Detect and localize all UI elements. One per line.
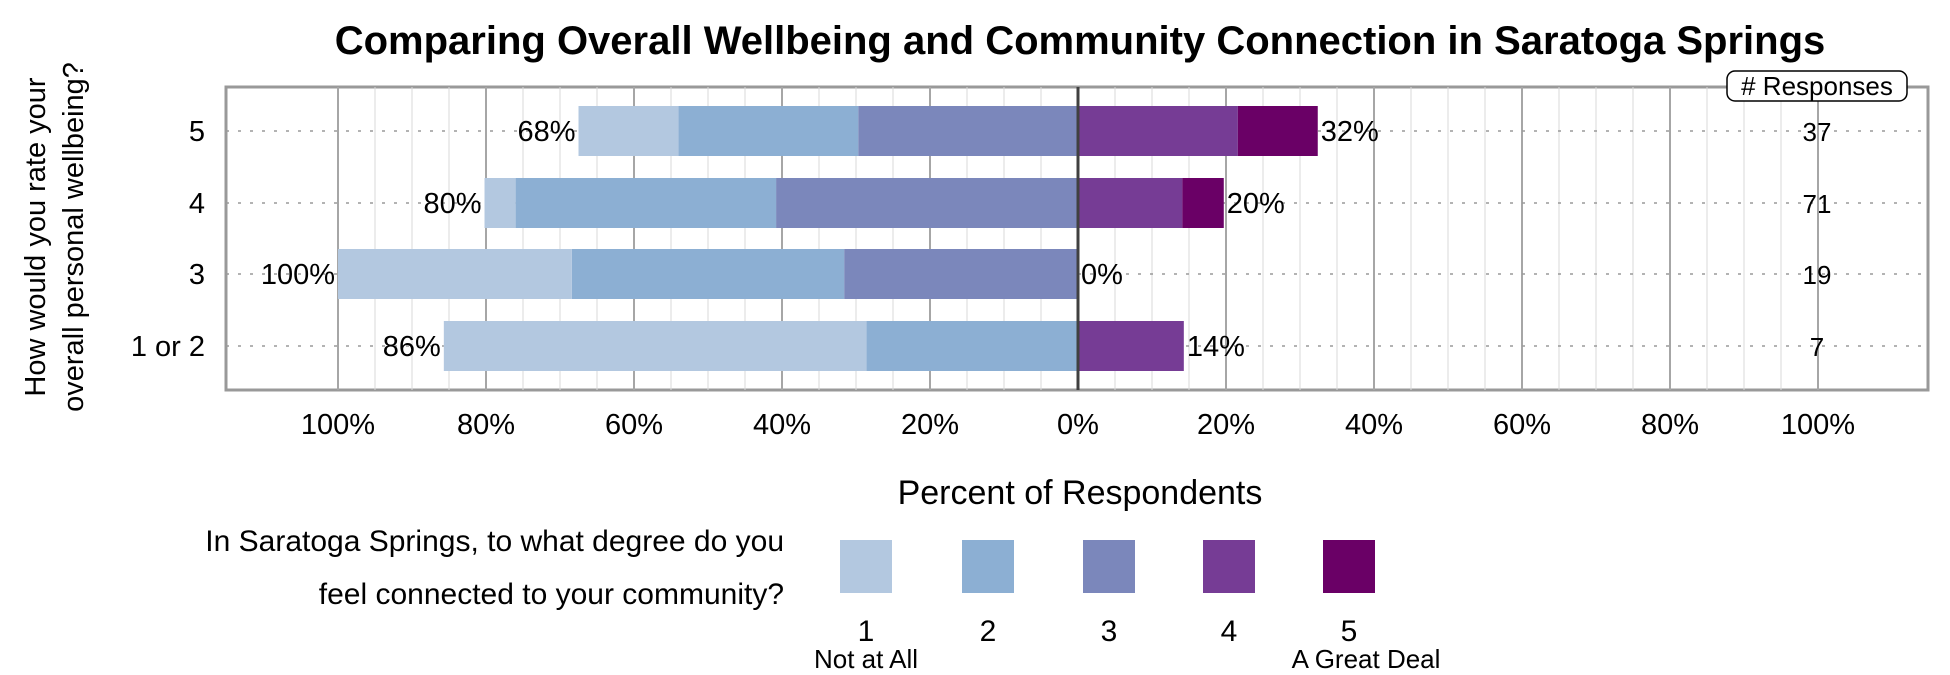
bar-segment-5: [1182, 178, 1224, 228]
x-tick-label: 20%: [901, 409, 959, 441]
bar-segment-1: [484, 178, 516, 228]
x-tick-label: 40%: [753, 409, 811, 441]
right-total-label: 0%: [1081, 259, 1123, 291]
legend-swatch-1: [840, 540, 892, 593]
bar-segment-1: [338, 249, 572, 299]
bar-segment-2: [678, 106, 859, 156]
bar-segment-5: [1237, 106, 1318, 156]
legend-label: 1: [858, 615, 875, 648]
bars: [338, 87, 1318, 390]
bar-segment-1: [443, 321, 867, 371]
responses-header: # Responses: [1741, 71, 1893, 101]
y-axis-label-line-2: overall personal wellbeing?: [58, 62, 90, 412]
responses-header-box: [1726, 70, 1908, 102]
legend-swatch-3: [1083, 540, 1135, 593]
category-label: 4: [189, 188, 205, 220]
x-tick-label: 100%: [1781, 409, 1855, 441]
response-count: 19: [1803, 260, 1832, 290]
legend-title-line-1: In Saratoga Springs, to what degree do y…: [205, 525, 784, 558]
legend-label: 4: [1221, 615, 1238, 648]
left-total-label: 68%: [517, 116, 575, 148]
x-axis-label: Percent of Respondents: [898, 474, 1263, 512]
left-total-label: 100%: [261, 259, 335, 291]
right-total-label: 20%: [1227, 188, 1285, 220]
legend-label: 2: [980, 615, 997, 648]
left-total-label: 86%: [383, 331, 441, 363]
bar-segment-4: [1078, 106, 1238, 156]
response-count: 7: [1810, 332, 1824, 362]
x-tick-label: 60%: [605, 409, 663, 441]
legend-swatch-5: [1323, 540, 1375, 593]
x-tick-label: 100%: [301, 409, 375, 441]
bar-segment-2: [515, 178, 777, 228]
bar-segment-4: [1078, 321, 1184, 371]
x-tick-label: 80%: [457, 409, 515, 441]
chart-title: Comparing Overall Wellbeing and Communit…: [335, 19, 1826, 63]
category-label: 3: [189, 259, 205, 291]
x-axis-ticks: 100% 80% 60% 40% 20% 0% 20% 40% 60% 80% 100%: [301, 409, 1855, 441]
x-tick-label: 0%: [1057, 409, 1099, 441]
bar-segment-4: [1078, 178, 1183, 228]
bar-segment-3: [776, 178, 1078, 228]
legend: 1 2 3 4 5: [840, 540, 1375, 648]
bar-segment-2: [866, 321, 1078, 371]
legend-swatch-2: [962, 540, 1014, 593]
x-tick-label: 80%: [1641, 409, 1699, 441]
legend-swatch-4: [1203, 540, 1255, 593]
response-count: 37: [1803, 117, 1832, 147]
left-total-label: 80%: [423, 188, 481, 220]
legend-title-line-2: feel connected to your community?: [319, 578, 784, 611]
category-label: 5: [189, 116, 205, 148]
right-total-label: 32%: [1321, 116, 1379, 148]
bar-segment-1: [578, 106, 679, 156]
legend-high-label: A Great Deal: [1292, 644, 1441, 674]
bar-segment-3: [844, 249, 1078, 299]
y-axis-label-line-1: How would you rate your: [20, 77, 52, 396]
bar-segment-2: [571, 249, 845, 299]
response-count: 71: [1803, 189, 1832, 219]
right-total-label: 14%: [1187, 331, 1245, 363]
legend-label: 5: [1341, 615, 1358, 648]
x-tick-label: 60%: [1493, 409, 1551, 441]
legend-label: 3: [1101, 615, 1118, 648]
bar-segment-3: [858, 106, 1078, 156]
legend-low-label: Not at All: [814, 644, 918, 674]
data-labels: 5 68% 32% 37 4 80% 20% 71 3 100% 0% 19 1 or 2 86% 14% 7: [131, 116, 1832, 363]
category-label: 1 or 2: [131, 331, 205, 363]
x-tick-label: 40%: [1345, 409, 1403, 441]
x-tick-label: 20%: [1197, 409, 1255, 441]
